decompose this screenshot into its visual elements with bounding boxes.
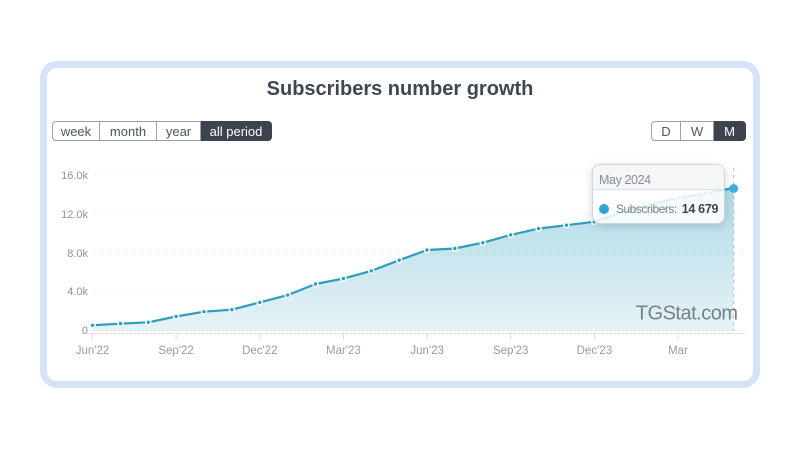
svg-text:Mar: Mar: [668, 345, 688, 357]
svg-text:4.0k: 4.0k: [67, 286, 88, 298]
svg-text:12.0k: 12.0k: [61, 209, 88, 221]
svg-text:Dec'22: Dec'22: [242, 345, 277, 357]
svg-text:Mar'23: Mar'23: [326, 345, 361, 357]
svg-text:8.0k: 8.0k: [67, 248, 88, 260]
svg-text:0: 0: [82, 325, 88, 337]
svg-text:Dec'23: Dec'23: [577, 345, 612, 357]
svg-text:Jun'23: Jun'23: [410, 345, 444, 357]
svg-text:Sep'22: Sep'22: [158, 345, 193, 357]
svg-text:TGStat.com: TGStat.com: [636, 303, 738, 325]
svg-text:16.0k: 16.0k: [61, 170, 88, 182]
svg-text:Sep'23: Sep'23: [493, 345, 528, 357]
svg-text:Jun'22: Jun'22: [76, 345, 110, 357]
